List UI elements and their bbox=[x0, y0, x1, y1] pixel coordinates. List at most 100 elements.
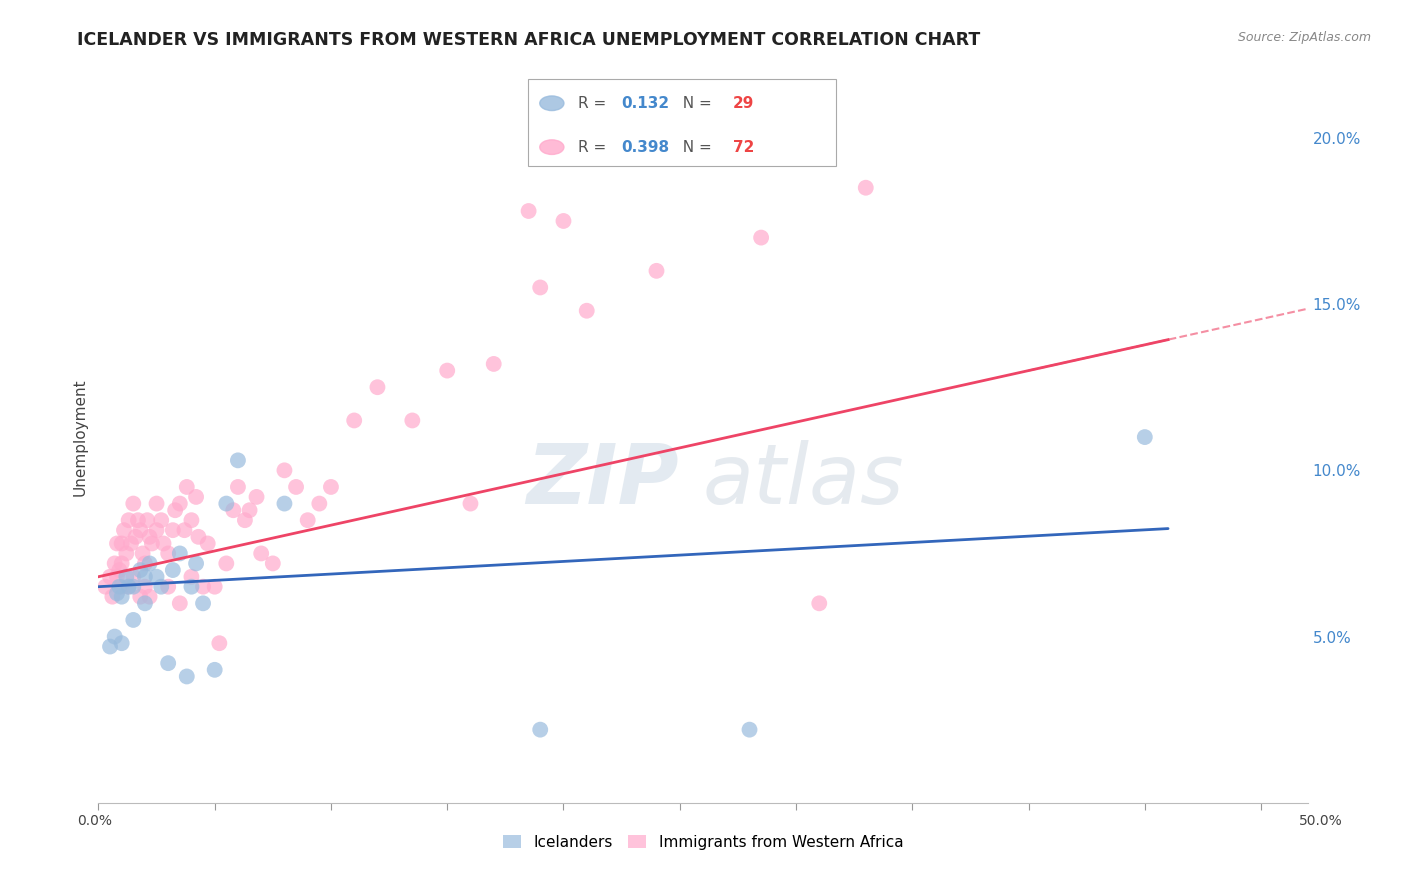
Text: 0.398: 0.398 bbox=[621, 140, 669, 154]
Point bbox=[162, 563, 184, 577]
Point bbox=[162, 523, 184, 537]
Point bbox=[129, 590, 152, 604]
Point bbox=[111, 590, 134, 604]
Point bbox=[124, 530, 146, 544]
Point bbox=[180, 570, 202, 584]
Point bbox=[738, 723, 761, 737]
Point bbox=[138, 530, 160, 544]
Point bbox=[226, 453, 249, 467]
Point bbox=[173, 523, 195, 537]
Point bbox=[482, 357, 505, 371]
Point bbox=[180, 513, 202, 527]
Point bbox=[129, 523, 152, 537]
Circle shape bbox=[540, 140, 564, 154]
Point bbox=[169, 546, 191, 560]
Point bbox=[101, 590, 124, 604]
Point bbox=[150, 513, 173, 527]
Point bbox=[308, 497, 330, 511]
Text: ZIP: ZIP bbox=[526, 441, 679, 522]
Point bbox=[152, 536, 174, 550]
Point bbox=[343, 413, 366, 427]
Text: ICELANDER VS IMMIGRANTS FROM WESTERN AFRICA UNEMPLOYMENT CORRELATION CHART: ICELANDER VS IMMIGRANTS FROM WESTERN AFR… bbox=[77, 31, 980, 49]
Point bbox=[104, 630, 127, 644]
Point bbox=[111, 536, 134, 550]
Point bbox=[233, 513, 256, 527]
Point bbox=[553, 214, 575, 228]
Point bbox=[208, 636, 231, 650]
Point bbox=[239, 503, 262, 517]
Point bbox=[111, 557, 134, 571]
Point bbox=[129, 563, 152, 577]
Point bbox=[145, 523, 167, 537]
Point bbox=[855, 180, 877, 194]
Point bbox=[118, 580, 141, 594]
Point bbox=[131, 546, 153, 560]
Circle shape bbox=[540, 96, 564, 111]
Point bbox=[184, 557, 207, 571]
Point bbox=[273, 497, 295, 511]
Text: 50.0%: 50.0% bbox=[1299, 814, 1343, 828]
Point bbox=[115, 546, 138, 560]
Point bbox=[285, 480, 308, 494]
Point bbox=[436, 363, 458, 377]
Point bbox=[136, 513, 159, 527]
Point bbox=[145, 497, 167, 511]
Point bbox=[105, 570, 128, 584]
Point bbox=[134, 557, 156, 571]
Point bbox=[122, 580, 145, 594]
Point bbox=[169, 497, 191, 511]
Point bbox=[165, 503, 187, 517]
Text: R =: R = bbox=[578, 140, 612, 154]
Point bbox=[529, 280, 551, 294]
Point bbox=[111, 636, 134, 650]
Point bbox=[575, 303, 598, 318]
Point bbox=[262, 557, 284, 571]
Point bbox=[108, 580, 131, 594]
Text: R =: R = bbox=[578, 95, 612, 111]
Point bbox=[749, 230, 772, 244]
Text: 0.132: 0.132 bbox=[621, 95, 669, 111]
Y-axis label: Unemployment: Unemployment bbox=[72, 378, 87, 496]
Point bbox=[111, 580, 134, 594]
Text: 0.0%: 0.0% bbox=[77, 814, 112, 828]
Point bbox=[204, 663, 226, 677]
Point bbox=[127, 513, 149, 527]
Point bbox=[122, 613, 145, 627]
Text: 29: 29 bbox=[734, 95, 755, 111]
Point bbox=[197, 536, 219, 550]
Point bbox=[112, 523, 135, 537]
Text: N =: N = bbox=[672, 95, 717, 111]
Point bbox=[118, 580, 141, 594]
Point bbox=[245, 490, 267, 504]
Point bbox=[297, 513, 319, 527]
Point bbox=[215, 557, 238, 571]
Point bbox=[108, 563, 131, 577]
Point bbox=[141, 536, 163, 550]
Point bbox=[460, 497, 482, 511]
Point bbox=[157, 546, 180, 560]
Point bbox=[104, 557, 127, 571]
Point bbox=[529, 723, 551, 737]
Text: Source: ZipAtlas.com: Source: ZipAtlas.com bbox=[1237, 31, 1371, 45]
Point bbox=[226, 480, 249, 494]
Point bbox=[145, 570, 167, 584]
Point bbox=[204, 580, 226, 594]
Legend: Icelanders, Immigrants from Western Africa: Icelanders, Immigrants from Western Afri… bbox=[495, 827, 911, 857]
FancyBboxPatch shape bbox=[527, 78, 837, 167]
Point bbox=[98, 570, 121, 584]
Point bbox=[319, 480, 342, 494]
Point bbox=[105, 536, 128, 550]
Point bbox=[120, 536, 142, 550]
Point bbox=[118, 513, 141, 527]
Point bbox=[517, 204, 540, 219]
Text: 72: 72 bbox=[734, 140, 755, 154]
Point bbox=[157, 580, 180, 594]
Point bbox=[157, 656, 180, 670]
Point bbox=[1133, 430, 1156, 444]
Point bbox=[191, 596, 214, 610]
Point bbox=[184, 490, 207, 504]
Point bbox=[250, 546, 273, 560]
Text: atlas: atlas bbox=[703, 441, 904, 522]
Point bbox=[150, 580, 173, 594]
Point bbox=[176, 480, 198, 494]
